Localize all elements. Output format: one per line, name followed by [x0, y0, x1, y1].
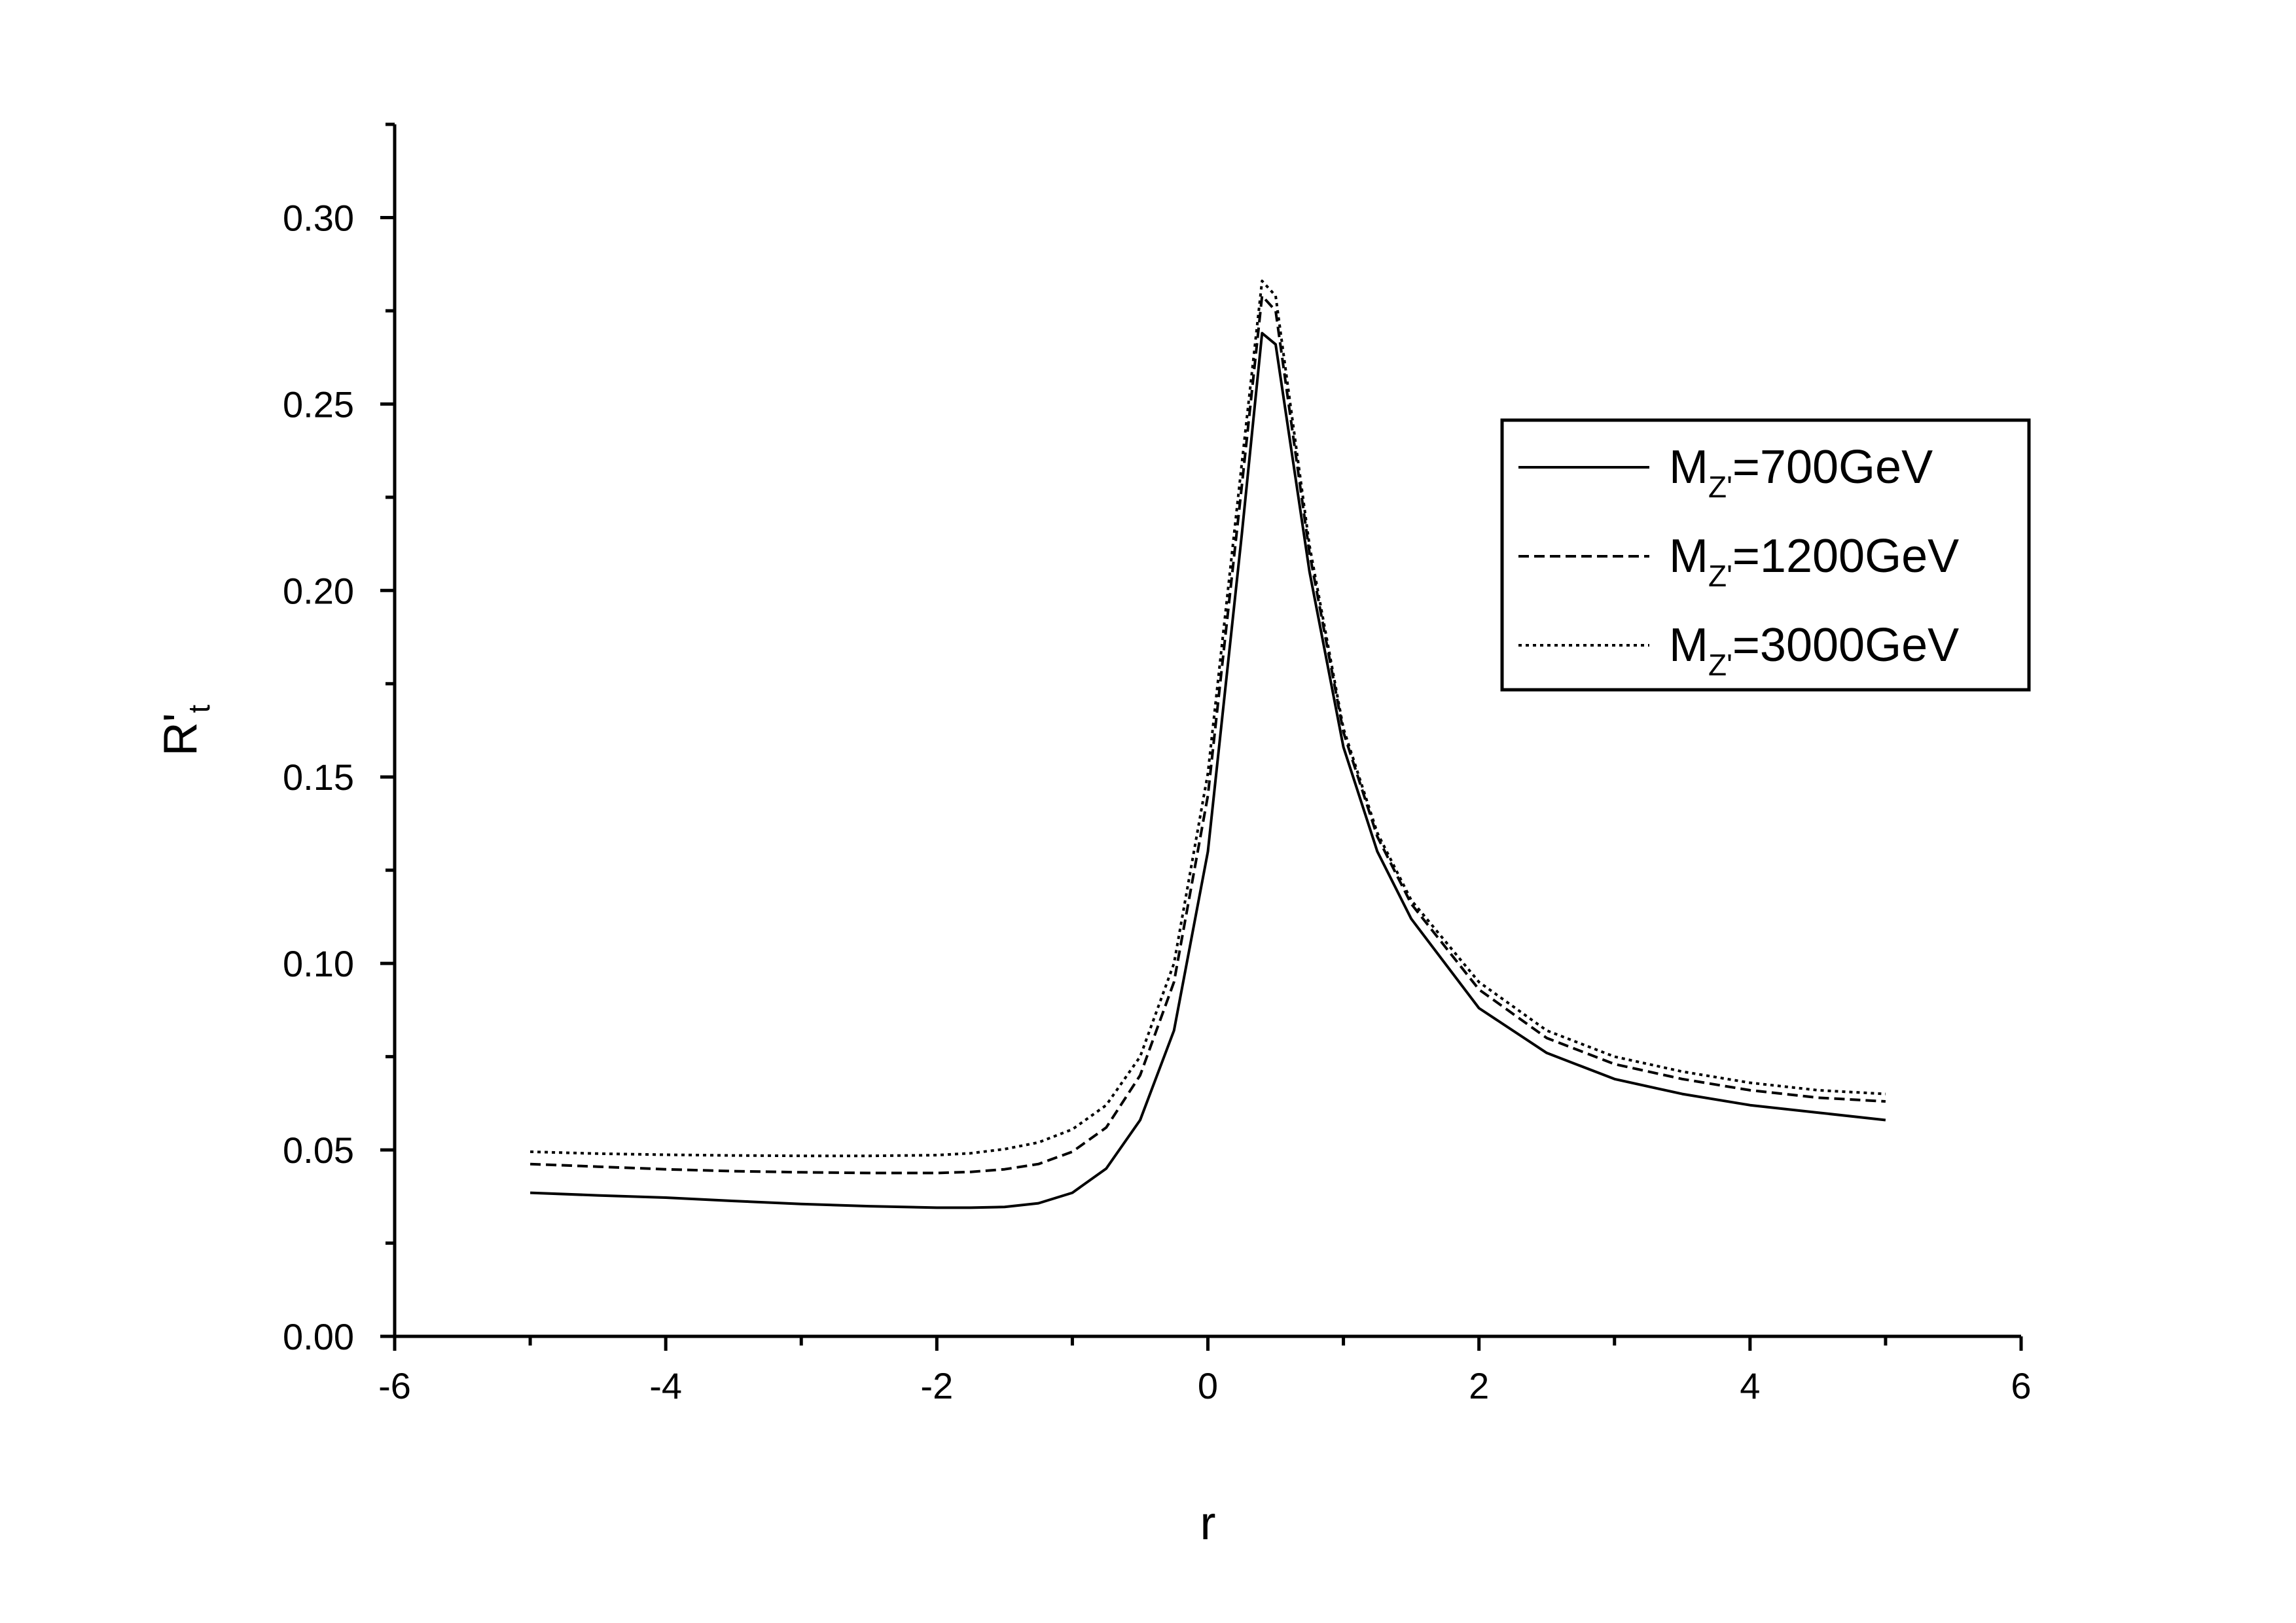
x-tick-label: 4 [1740, 1365, 1760, 1406]
legend-label-suffix: =1200GeV [1732, 530, 1959, 582]
series-line-2 [530, 294, 1886, 1175]
legend-label-main: M [1669, 441, 1708, 493]
y-tick-label: 0.00 [283, 1316, 354, 1357]
legend-label-subscript: Z' [1708, 559, 1732, 593]
y-axis-title-subscript: t [182, 705, 216, 713]
legend-label-suffix: =3000GeV [1732, 619, 1959, 671]
legend-label-subscript: Z' [1708, 470, 1732, 504]
x-tick-label: 6 [2011, 1365, 2031, 1406]
x-tick-label: 0 [1198, 1365, 1218, 1406]
legend-label-suffix: =700GeV [1732, 441, 1933, 493]
x-tick-label: -2 [920, 1365, 953, 1406]
legend-label-1: MZ'=700GeV [1669, 441, 1933, 504]
y-axis-title: R't [154, 705, 216, 757]
y-tick-label: 0.20 [283, 570, 354, 611]
x-tick-label: 2 [1469, 1365, 1489, 1406]
series-line-3 [530, 279, 1886, 1158]
legend-label-subscript: Z' [1708, 648, 1732, 682]
legend-label-3: MZ'=3000GeV [1669, 619, 1959, 682]
y-tick-label: 0.30 [283, 197, 354, 238]
legend-label-main: M [1669, 619, 1708, 671]
y-axis-title-main: R' [154, 713, 207, 757]
y-tick-label: 0.05 [283, 1130, 354, 1171]
axis-labels: r R't [154, 705, 1215, 1550]
y-tick-label: 0.15 [283, 757, 354, 798]
legend-label-main: M [1669, 530, 1708, 582]
series-lines [530, 279, 1886, 1209]
legend-label-2: MZ'=1200GeV [1669, 530, 1959, 593]
series-line-1 [530, 332, 1886, 1209]
x-tick-label: -6 [378, 1365, 411, 1406]
x-axis-title: r [1200, 1497, 1216, 1550]
ticks: -6 -4 -2 0 2 4 6 0.00 0.05 0.10 0.15 0.20 0.25 0.30 [283, 122, 2032, 1406]
y-tick-label: 0.25 [283, 383, 354, 425]
y-tick-label: 0.10 [283, 943, 354, 984]
x-tick-label: -4 [649, 1365, 682, 1406]
